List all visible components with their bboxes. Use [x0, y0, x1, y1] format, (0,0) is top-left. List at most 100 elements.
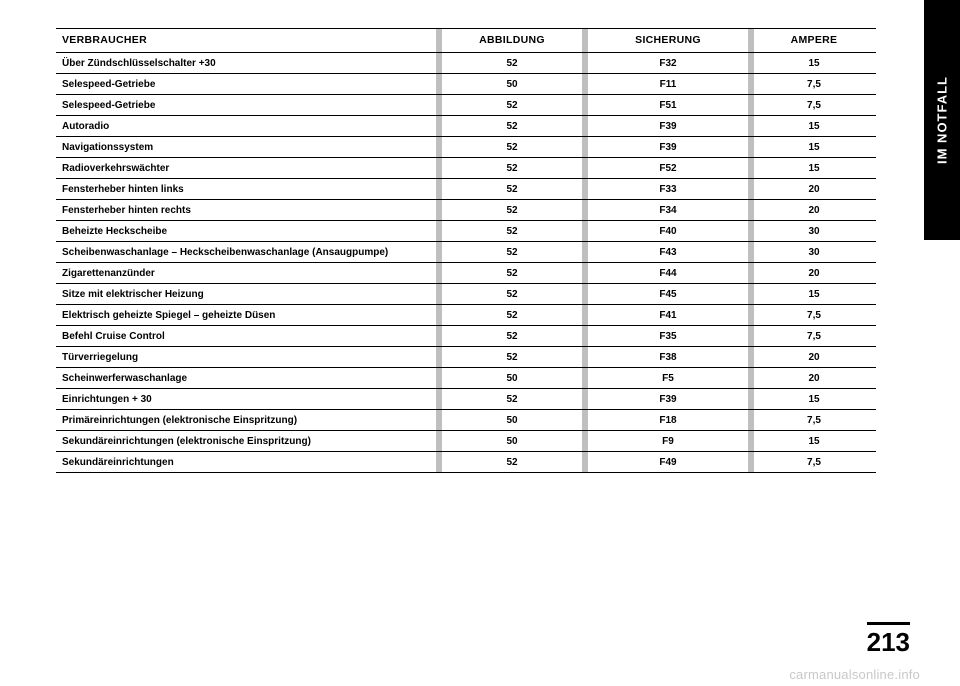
cell-ampere: 20 [754, 368, 874, 388]
watermark: carmanualsonline.info [789, 667, 920, 682]
cell-sicherung: F44 [588, 263, 748, 283]
cell-verbraucher: Scheibenwaschanlage – Heckscheibenwascha… [56, 242, 436, 262]
cell-abbildung: 50 [442, 431, 582, 451]
cell-abbildung: 52 [442, 389, 582, 409]
table-row: Scheibenwaschanlage – Heckscheibenwascha… [56, 242, 876, 263]
cell-abbildung: 50 [442, 368, 582, 388]
table-row: Über Zündschlüsselschalter +30 52 F32 15 [56, 53, 876, 74]
cell-ampere: 20 [754, 179, 874, 199]
cell-sicherung: F34 [588, 200, 748, 220]
cell-sicherung: F33 [588, 179, 748, 199]
cell-ampere: 20 [754, 200, 874, 220]
cell-verbraucher: Scheinwerferwaschanlage [56, 368, 436, 388]
cell-sicherung: F39 [588, 389, 748, 409]
cell-ampere: 15 [754, 158, 874, 178]
cell-sicherung: F40 [588, 221, 748, 241]
cell-sicherung: F35 [588, 326, 748, 346]
cell-abbildung: 52 [442, 95, 582, 115]
cell-verbraucher: Fensterheber hinten rechts [56, 200, 436, 220]
cell-verbraucher: Autoradio [56, 116, 436, 136]
table-row: Elektrisch geheizte Spiegel – geheizte D… [56, 305, 876, 326]
table-header-row: VERBRAUCHER ABBILDUNG SICHERUNG AMPERE [56, 28, 876, 53]
cell-verbraucher: Selespeed-Getriebe [56, 95, 436, 115]
table-row: Fensterheber hinten rechts 52 F34 20 [56, 200, 876, 221]
cell-abbildung: 52 [442, 347, 582, 367]
table-row: Befehl Cruise Control 52 F35 7,5 [56, 326, 876, 347]
fuse-table: VERBRAUCHER ABBILDUNG SICHERUNG AMPERE Ü… [56, 28, 876, 473]
cell-verbraucher: Sekundäreinrichtungen [56, 452, 436, 472]
cell-ampere: 15 [754, 116, 874, 136]
cell-sicherung: F41 [588, 305, 748, 325]
table-row: Sekundäreinrichtungen52F497,5 [56, 452, 876, 473]
cell-verbraucher: Beheizte Heckscheibe [56, 221, 436, 241]
table-row: Fensterheber hinten links 52 F33 20 [56, 179, 876, 200]
table-row: Scheinwerferwaschanlage 50 F5 20 [56, 368, 876, 389]
cell-sicherung: F39 [588, 137, 748, 157]
cell-abbildung: 52 [442, 221, 582, 241]
cell-abbildung: 50 [442, 74, 582, 94]
cell-verbraucher: Elektrisch geheizte Spiegel – geheizte D… [56, 305, 436, 325]
cell-ampere: 20 [754, 347, 874, 367]
cell-sicherung: F45 [588, 284, 748, 304]
table-row: Autoradio 52 F39 15 [56, 116, 876, 137]
cell-abbildung: 52 [442, 284, 582, 304]
cell-abbildung: 50 [442, 410, 582, 430]
cell-sicherung: F51 [588, 95, 748, 115]
header-sicherung: SICHERUNG [588, 29, 748, 52]
cell-verbraucher: Fensterheber hinten links [56, 179, 436, 199]
table-row: Selespeed-Getriebe50F117,5 [56, 74, 876, 95]
cell-verbraucher: Sekundäreinrichtungen (elektronische Ein… [56, 431, 436, 451]
cell-sicherung: F52 [588, 158, 748, 178]
cell-abbildung: 52 [442, 200, 582, 220]
table-row: Türverriegelung 52 F38 20 [56, 347, 876, 368]
cell-ampere: 7,5 [754, 452, 874, 472]
cell-ampere: 30 [754, 221, 874, 241]
cell-abbildung: 52 [442, 158, 582, 178]
cell-abbildung: 52 [442, 179, 582, 199]
cell-verbraucher: Radioverkehrswächter [56, 158, 436, 178]
cell-ampere: 20 [754, 263, 874, 283]
cell-sicherung: F39 [588, 116, 748, 136]
cell-verbraucher: Einrichtungen + 30 [56, 389, 436, 409]
cell-abbildung: 52 [442, 242, 582, 262]
cell-abbildung: 52 [442, 326, 582, 346]
cell-abbildung: 52 [442, 452, 582, 472]
cell-verbraucher: Sitze mit elektrischer Heizung [56, 284, 436, 304]
cell-ampere: 7,5 [754, 326, 874, 346]
table-row: Zigarettenanzünder52F4420 [56, 263, 876, 284]
header-ampere: AMPERE [754, 29, 874, 52]
cell-verbraucher: Türverriegelung [56, 347, 436, 367]
cell-sicherung: F38 [588, 347, 748, 367]
cell-abbildung: 52 [442, 137, 582, 157]
cell-verbraucher: Primäreinrichtungen (elektronische Einsp… [56, 410, 436, 430]
cell-ampere: 7,5 [754, 410, 874, 430]
cell-verbraucher: Über Zündschlüsselschalter +30 [56, 53, 436, 73]
table-row: Einrichtungen + 30 52 F39 15 [56, 389, 876, 410]
cell-sicherung: F18 [588, 410, 748, 430]
cell-sicherung: F5 [588, 368, 748, 388]
cell-ampere: 7,5 [754, 305, 874, 325]
cell-ampere: 15 [754, 284, 874, 304]
page-number: 213 [867, 622, 910, 658]
cell-sicherung: F11 [588, 74, 748, 94]
header-abbildung: ABBILDUNG [442, 29, 582, 52]
table-row: Selespeed-Getriebe 52 F51 7,5 [56, 95, 876, 116]
cell-ampere: 15 [754, 389, 874, 409]
cell-verbraucher: Befehl Cruise Control [56, 326, 436, 346]
cell-ampere: 7,5 [754, 95, 874, 115]
section-tab: IM NOTFALL [924, 0, 960, 240]
cell-verbraucher: Selespeed-Getriebe [56, 74, 436, 94]
cell-sicherung: F32 [588, 53, 748, 73]
cell-abbildung: 52 [442, 263, 582, 283]
table-row: Sitze mit elektrischer Heizung 52 F45 15 [56, 284, 876, 305]
table-row: Beheizte Heckscheibe 52 F40 30 [56, 221, 876, 242]
table-row: Sekundäreinrichtungen (elektronische Ein… [56, 431, 876, 452]
cell-sicherung: F9 [588, 431, 748, 451]
cell-abbildung: 52 [442, 53, 582, 73]
header-verbraucher: VERBRAUCHER [56, 29, 436, 52]
cell-ampere: 15 [754, 53, 874, 73]
cell-verbraucher: Navigationssystem [56, 137, 436, 157]
cell-ampere: 15 [754, 137, 874, 157]
cell-abbildung: 52 [442, 305, 582, 325]
cell-abbildung: 52 [442, 116, 582, 136]
